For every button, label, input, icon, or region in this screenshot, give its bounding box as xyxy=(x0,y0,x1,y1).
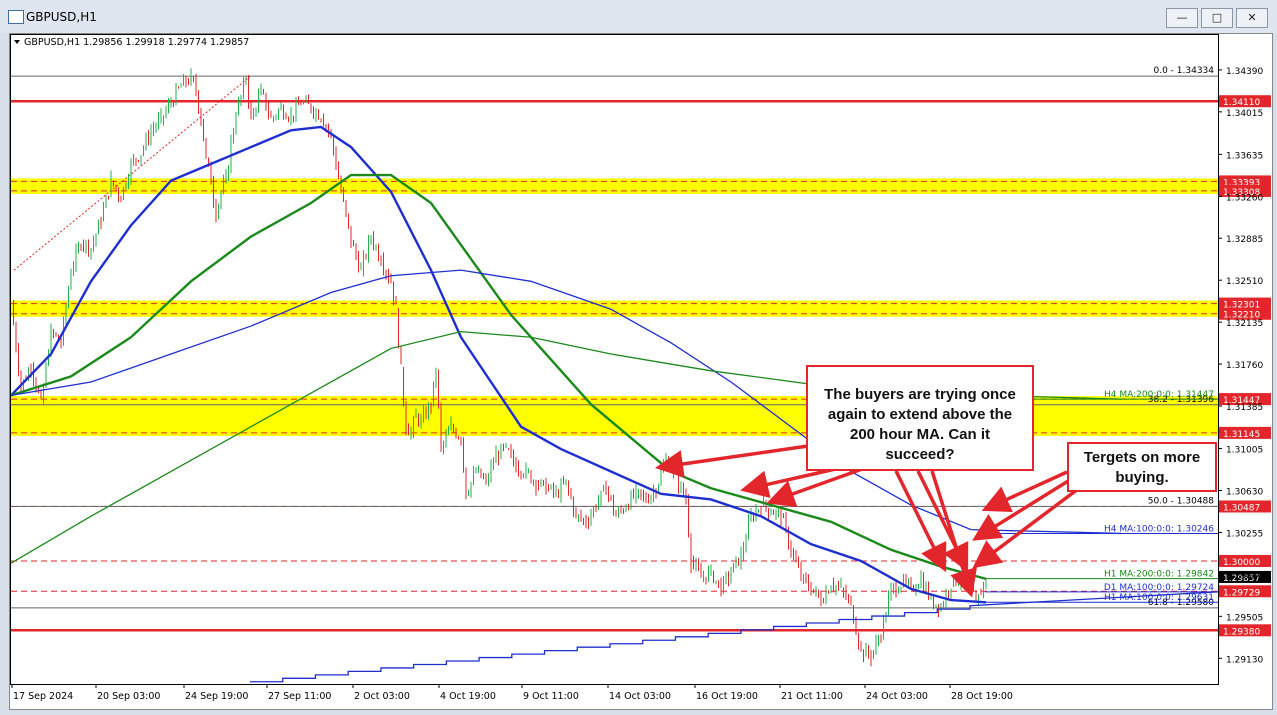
price-tag-7 xyxy=(1219,500,1271,513)
y-tick-label-1: 1.34015 xyxy=(1226,109,1263,119)
y-tick-label-14: 1.29130 xyxy=(1226,655,1263,665)
close-button[interactable]: ✕ xyxy=(1236,8,1268,28)
price-chart[interactable]: 0.0 - 1.34334 38.2 - 1.31396 50.0 - 1.3048… xyxy=(10,34,1272,709)
x-tick-label-7: 14 Oct 03:00 xyxy=(609,691,671,702)
collapse-triangle-icon[interactable] xyxy=(14,40,20,44)
price-tag-label-0: 1.34110 xyxy=(1223,98,1260,108)
callout-box-targets: Tergets on more buying. xyxy=(1067,442,1217,492)
x-tick-label-11: 28 Oct 19:00 xyxy=(951,691,1013,702)
ma-label-0: H4 MA:200:0:0: 1.31447 xyxy=(1104,390,1214,400)
price-tag-label-8: 1.30000 xyxy=(1223,558,1260,568)
fib-label-0: 0.0 - 1.34334 xyxy=(1154,66,1215,76)
price-tag-label-1: 1.33393 xyxy=(1223,178,1260,188)
y-tick-label-5: 1.32510 xyxy=(1226,277,1263,287)
annotation-arrow-7 xyxy=(972,476,1074,541)
y-tick-label-0: 1.34390 xyxy=(1226,67,1263,77)
support-resistance-zone-0 xyxy=(11,178,1218,194)
y-tick-label-11: 1.30255 xyxy=(1226,529,1263,539)
y-tick-label-2: 1.33635 xyxy=(1226,151,1263,161)
fib-label-1: 38.2 - 1.31396 xyxy=(1148,395,1214,405)
support-resistance-zone-1 xyxy=(11,300,1218,317)
x-tick-label-6: 9 Oct 11:00 xyxy=(523,691,579,702)
restore-button[interactable]: □ xyxy=(1201,8,1233,28)
y-tick-label-3: 1.33260 xyxy=(1226,193,1263,203)
x-tick-label-0: 17 Sep 2024 xyxy=(13,691,73,702)
ma-line-1 xyxy=(10,173,987,581)
y-tick-label-6: 1.32135 xyxy=(1226,319,1263,329)
annotation-arrow-0 xyxy=(655,444,809,478)
fib-label-2: 50.0 - 1.30488 xyxy=(1148,496,1214,506)
x-tick-label-3: 27 Sep 11:00 xyxy=(268,691,331,702)
current-price-tag xyxy=(1219,570,1271,583)
price-tag-10 xyxy=(1219,624,1271,637)
y-tick-label-8: 1.31385 xyxy=(1226,403,1263,413)
annotation-arrow-5 xyxy=(930,470,978,598)
price-tag-label-9: 1.29729 xyxy=(1223,588,1260,598)
symbol-header: GBPUSD,H1 1.29856 1.29918 1.29774 1.2985… xyxy=(24,37,249,48)
price-tag-3 xyxy=(1219,297,1271,310)
price-tag-label-6: 1.31145 xyxy=(1223,430,1260,440)
chart-area[interactable]: 0.0 - 1.34334 38.2 - 1.31396 50.0 - 1.3048… xyxy=(9,33,1273,710)
price-tag-label-2: 1.33308 xyxy=(1223,188,1260,198)
plot-frame xyxy=(10,34,1219,685)
x-tick-label-9: 21 Oct 11:00 xyxy=(781,691,843,702)
y-tick-label-4: 1.32885 xyxy=(1226,235,1263,245)
callout-box-buyers: The buyers are trying once again to exte… xyxy=(806,365,1034,471)
minimize-button[interactable]: — xyxy=(1166,8,1198,28)
ma-label-3: D1 MA:100:0:0: 1.29724 xyxy=(1104,583,1214,593)
price-tag-1 xyxy=(1219,175,1271,188)
x-tick-label-2: 24 Sep 19:00 xyxy=(185,691,248,702)
title-bar: GBPUSD,H1 — □ ✕ xyxy=(0,0,1277,33)
x-tick-label-5: 4 Oct 19:00 xyxy=(440,691,496,702)
annotation-arrow-6 xyxy=(981,470,1068,513)
y-tick-label-13: 1.29505 xyxy=(1226,613,1263,623)
annotation-arrow-3 xyxy=(894,470,947,573)
x-tick-label-4: 2 Oct 03:00 xyxy=(354,691,410,702)
ma-label-4: H1 MA:100:0:0: 1.29631 xyxy=(1104,593,1214,603)
annotation-arrow-2 xyxy=(766,466,866,508)
price-tag-label-10: 1.29380 xyxy=(1223,627,1260,637)
price-tag-4 xyxy=(1219,307,1271,320)
x-tick-label-8: 16 Oct 19:00 xyxy=(696,691,758,702)
ma-label-2: H1 MA:200:0:0: 1.29842 xyxy=(1104,570,1214,580)
y-tick-label-9: 1.31005 xyxy=(1226,446,1263,456)
y-tick-label-12: 1.29880 xyxy=(1226,571,1263,581)
price-tag-6 xyxy=(1219,426,1271,439)
support-resistance-zone-2 xyxy=(11,396,1218,436)
trendline-dotted xyxy=(13,76,251,271)
price-tag-2 xyxy=(1219,184,1271,197)
x-tick-label-1: 20 Sep 03:00 xyxy=(97,691,160,702)
y-tick-label-7: 1.31760 xyxy=(1226,361,1263,371)
price-tag-0 xyxy=(1219,95,1271,108)
price-tag-label-3: 1.32301 xyxy=(1223,301,1260,311)
ma-label-1: H4 MA:100:0:0: 1.30246 xyxy=(1104,524,1214,534)
price-tag-label-4: 1.32210 xyxy=(1223,311,1260,321)
price-tag-label-5: 1.31447 xyxy=(1223,396,1260,406)
annotation-arrow-1 xyxy=(740,466,841,499)
current-price-label: 1.29857 xyxy=(1223,574,1260,584)
price-tag-5 xyxy=(1219,393,1271,406)
price-tag-8 xyxy=(1219,554,1271,567)
d1-ma-line xyxy=(250,591,1219,683)
fib-label-3: 61.8 - 1.29580 xyxy=(1148,598,1214,608)
x-tick-label-10: 24 Oct 03:00 xyxy=(866,691,928,702)
window-title: GBPUSD,H1 xyxy=(26,10,97,24)
ma-line-0 xyxy=(10,125,987,604)
ma-line-2 xyxy=(10,269,1122,535)
price-tag-label-7: 1.30487 xyxy=(1223,503,1260,513)
price-tag-9 xyxy=(1219,585,1271,598)
y-tick-label-10: 1.30630 xyxy=(1226,487,1263,497)
chart-window-icon xyxy=(8,10,24,24)
annotation-arrow-8 xyxy=(972,487,1080,569)
